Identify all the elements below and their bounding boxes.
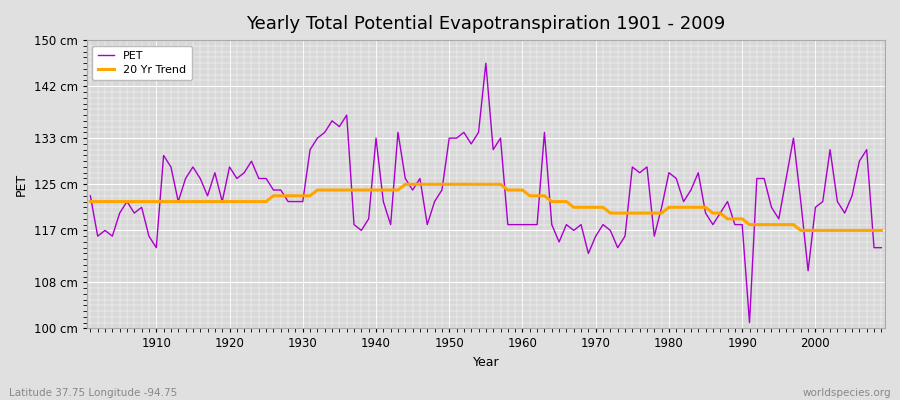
Title: Yearly Total Potential Evapotranspiration 1901 - 2009: Yearly Total Potential Evapotranspiratio… — [247, 15, 725, 33]
PET — [744, 320, 755, 325]
Legend: PET, 20 Yr Trend: PET, 20 Yr Trend — [93, 46, 192, 80]
Line: 20 Yr Trend: 20 Yr Trend — [90, 184, 881, 230]
20 Yr Trend — [400, 182, 410, 187]
20 Yr Trend — [85, 199, 95, 204]
PET — [876, 245, 886, 250]
Text: Latitude 37.75 Longitude -94.75: Latitude 37.75 Longitude -94.75 — [9, 388, 177, 398]
Text: worldspecies.org: worldspecies.org — [803, 388, 891, 398]
20 Yr Trend — [144, 199, 155, 204]
20 Yr Trend — [876, 228, 886, 233]
PET — [348, 222, 359, 227]
PET — [518, 222, 528, 227]
X-axis label: Year: Year — [472, 356, 500, 369]
Line: PET: PET — [90, 63, 881, 323]
20 Yr Trend — [525, 193, 535, 198]
PET — [305, 147, 316, 152]
PET — [525, 222, 535, 227]
20 Yr Trend — [305, 193, 316, 198]
PET — [85, 193, 95, 198]
20 Yr Trend — [796, 228, 806, 233]
PET — [144, 234, 155, 238]
PET — [481, 61, 491, 66]
20 Yr Trend — [348, 188, 359, 192]
20 Yr Trend — [612, 211, 623, 216]
Y-axis label: PET: PET — [15, 173, 28, 196]
PET — [612, 245, 623, 250]
20 Yr Trend — [518, 188, 528, 192]
